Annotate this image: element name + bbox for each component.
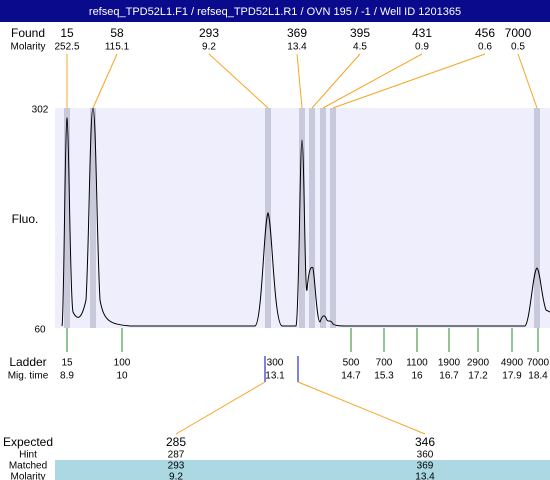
peak-connector — [322, 53, 423, 109]
match-connector — [297, 381, 426, 435]
ladder-time: 16 — [411, 371, 423, 382]
title: refseq_TPD52L1.F1 / refseq_TPD52L1.R1 / … — [89, 6, 461, 18]
y-top-label: 302 — [32, 105, 49, 116]
peak-band — [265, 108, 271, 328]
found-size: 431 — [412, 26, 432, 40]
found-molarity: 0.9 — [415, 42, 429, 53]
found-size: 395 — [350, 26, 370, 40]
ladder-size: 500 — [343, 358, 360, 369]
ladder-time: 17.2 — [468, 371, 488, 382]
found-molarity: 0.6 — [478, 42, 492, 53]
row-label: Expected — [3, 435, 53, 449]
found-size: 293 — [199, 26, 219, 40]
ladder-sublabel: Mig. time — [8, 371, 49, 382]
ladder-size: 100 — [114, 358, 131, 369]
ladder-time: 10 — [116, 371, 128, 382]
cell: 13.4 — [415, 472, 435, 480]
peak-band — [64, 108, 70, 328]
peak-connector — [296, 53, 303, 109]
ladder-size: 2900 — [467, 358, 490, 369]
found-sublabel: Molarity — [10, 42, 45, 53]
peak-band — [330, 108, 336, 328]
peak-band — [309, 108, 315, 328]
peak-connector — [311, 53, 361, 109]
cell: 9.2 — [169, 472, 183, 480]
found-molarity: 115.1 — [105, 42, 130, 53]
cell: 287 — [168, 450, 185, 461]
peak-band — [90, 108, 96, 328]
peak-connector — [92, 53, 118, 109]
cell: 360 — [417, 450, 434, 461]
ladder-size: 4900 — [501, 358, 524, 369]
cell: 293 — [168, 461, 185, 472]
ladder-size: 700 — [376, 358, 393, 369]
ladder-size: 7000 — [527, 358, 550, 369]
ladder-time: 17.9 — [502, 371, 522, 382]
peak-band — [534, 108, 540, 328]
found-molarity: 4.5 — [353, 42, 367, 53]
match-connector — [175, 381, 266, 435]
ladder-time: 8.9 — [60, 371, 74, 382]
peak-connector — [208, 53, 269, 109]
cell: 285 — [166, 435, 186, 449]
peak-band — [320, 108, 326, 328]
row-label: Molarity — [10, 472, 45, 480]
found-size: 15 — [60, 26, 74, 40]
found-size: 58 — [110, 26, 124, 40]
found-size: 369 — [287, 26, 307, 40]
matched-highlight — [55, 460, 550, 480]
row-label: Matched — [9, 461, 47, 472]
y-axis-label: Fluo. — [12, 212, 39, 226]
found-molarity: 13.4 — [287, 42, 307, 53]
trace — [61, 107, 550, 327]
ladder-label: Ladder — [9, 355, 46, 369]
y-bottom-label: 60 — [34, 325, 46, 336]
found-size: 456 — [475, 26, 495, 40]
found-molarity: 0.5 — [511, 42, 525, 53]
ladder-time: 14.7 — [341, 371, 361, 382]
ladder-time: 15.3 — [374, 371, 394, 382]
ladder-size: 1100 — [406, 358, 428, 369]
cell: 369 — [417, 461, 434, 472]
peak-band — [299, 108, 305, 328]
found-molarity: 9.2 — [202, 42, 216, 53]
ladder-size: 300 — [267, 358, 284, 369]
ladder-size: 15 — [61, 358, 73, 369]
ladder-time: 16.7 — [439, 371, 459, 382]
peak-connector — [332, 53, 486, 109]
found-molarity: 252.5 — [54, 42, 79, 53]
ladder-time: 18.4 — [528, 371, 548, 382]
found-size: 7000 — [505, 26, 532, 40]
found-label: Found — [11, 26, 45, 40]
cell: 346 — [415, 435, 435, 449]
ladder-size: 1900 — [438, 358, 461, 369]
ladder-time: 13.1 — [265, 371, 285, 382]
title-bar — [0, 0, 550, 22]
row-label: Hint — [19, 450, 37, 461]
peak-connector — [517, 53, 538, 109]
